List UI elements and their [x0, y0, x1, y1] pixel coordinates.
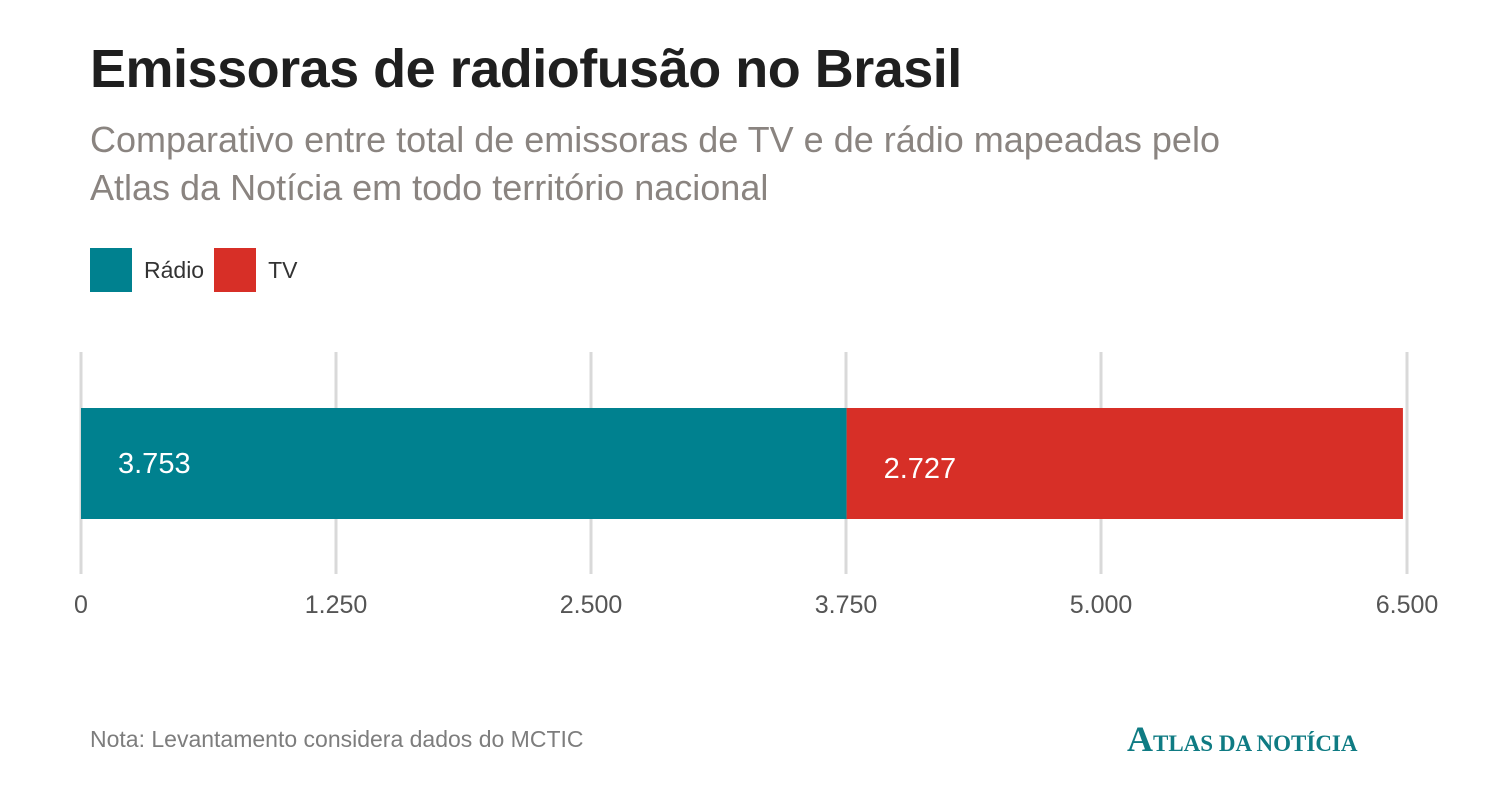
data-label-tv: 2.727	[884, 453, 957, 485]
atlas-da-noticia-logo: ATLAS DA NOTÍCIA	[1127, 719, 1358, 759]
legend-swatch-radio	[90, 248, 132, 292]
x-tick-label-5: 6.500	[1376, 591, 1439, 619]
x-tick-label-3: 3.750	[815, 591, 878, 619]
bar-tv	[846, 408, 1403, 519]
data-label-radio: 3.753	[118, 448, 191, 480]
legend-item-radio: Rádio	[90, 248, 204, 292]
x-tick-label-2: 2.500	[560, 591, 623, 619]
x-tick-label-0: 0	[74, 591, 88, 619]
legend-label-tv: TV	[268, 256, 298, 283]
chart-title: Emissoras de radiofusão no Brasil	[90, 39, 962, 99]
legend-item-tv: TV	[214, 248, 298, 292]
legend: Rádio TV	[90, 248, 308, 292]
bar-radio	[81, 408, 847, 519]
legend-swatch-tv	[214, 248, 257, 292]
legend-label-radio: Rádio	[144, 256, 205, 283]
chart-subtitle: Comparativo entre total de emissoras de …	[90, 119, 1220, 208]
x-tick-label-4: 5.000	[1070, 591, 1133, 619]
footnote: Nota: Levantamento considera dados do MC…	[90, 726, 584, 752]
x-tick-label-1: 1.250	[305, 591, 368, 619]
